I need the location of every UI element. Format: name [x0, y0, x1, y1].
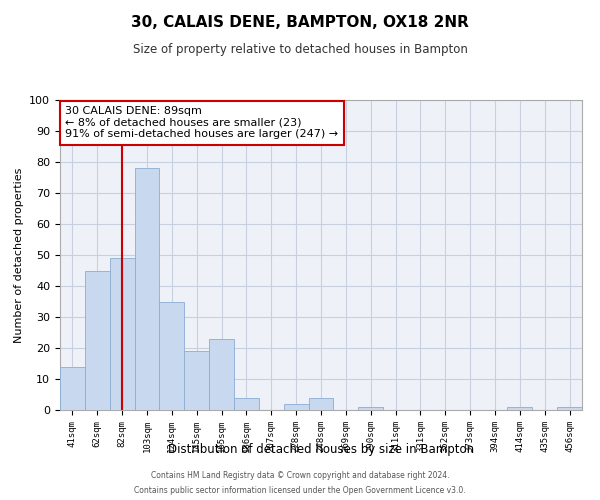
Bar	[308, 398, 334, 410]
Bar	[557, 407, 582, 410]
Bar	[160, 302, 184, 410]
Bar	[110, 258, 134, 410]
Bar	[234, 398, 259, 410]
Text: 30, CALAIS DENE, BAMPTON, OX18 2NR: 30, CALAIS DENE, BAMPTON, OX18 2NR	[131, 15, 469, 30]
Bar	[358, 407, 383, 410]
Y-axis label: Number of detached properties: Number of detached properties	[14, 168, 24, 342]
Text: Distribution of detached houses by size in Bampton: Distribution of detached houses by size …	[168, 442, 474, 456]
Bar	[508, 407, 532, 410]
Text: 30 CALAIS DENE: 89sqm
← 8% of detached houses are smaller (23)
91% of semi-detac: 30 CALAIS DENE: 89sqm ← 8% of detached h…	[65, 106, 338, 140]
Bar	[85, 270, 110, 410]
Bar	[60, 366, 85, 410]
Text: Contains public sector information licensed under the Open Government Licence v3: Contains public sector information licen…	[134, 486, 466, 495]
Text: Contains HM Land Registry data © Crown copyright and database right 2024.: Contains HM Land Registry data © Crown c…	[151, 471, 449, 480]
Bar	[209, 338, 234, 410]
Text: Size of property relative to detached houses in Bampton: Size of property relative to detached ho…	[133, 42, 467, 56]
Bar	[284, 404, 308, 410]
Bar	[134, 168, 160, 410]
Bar	[184, 351, 209, 410]
